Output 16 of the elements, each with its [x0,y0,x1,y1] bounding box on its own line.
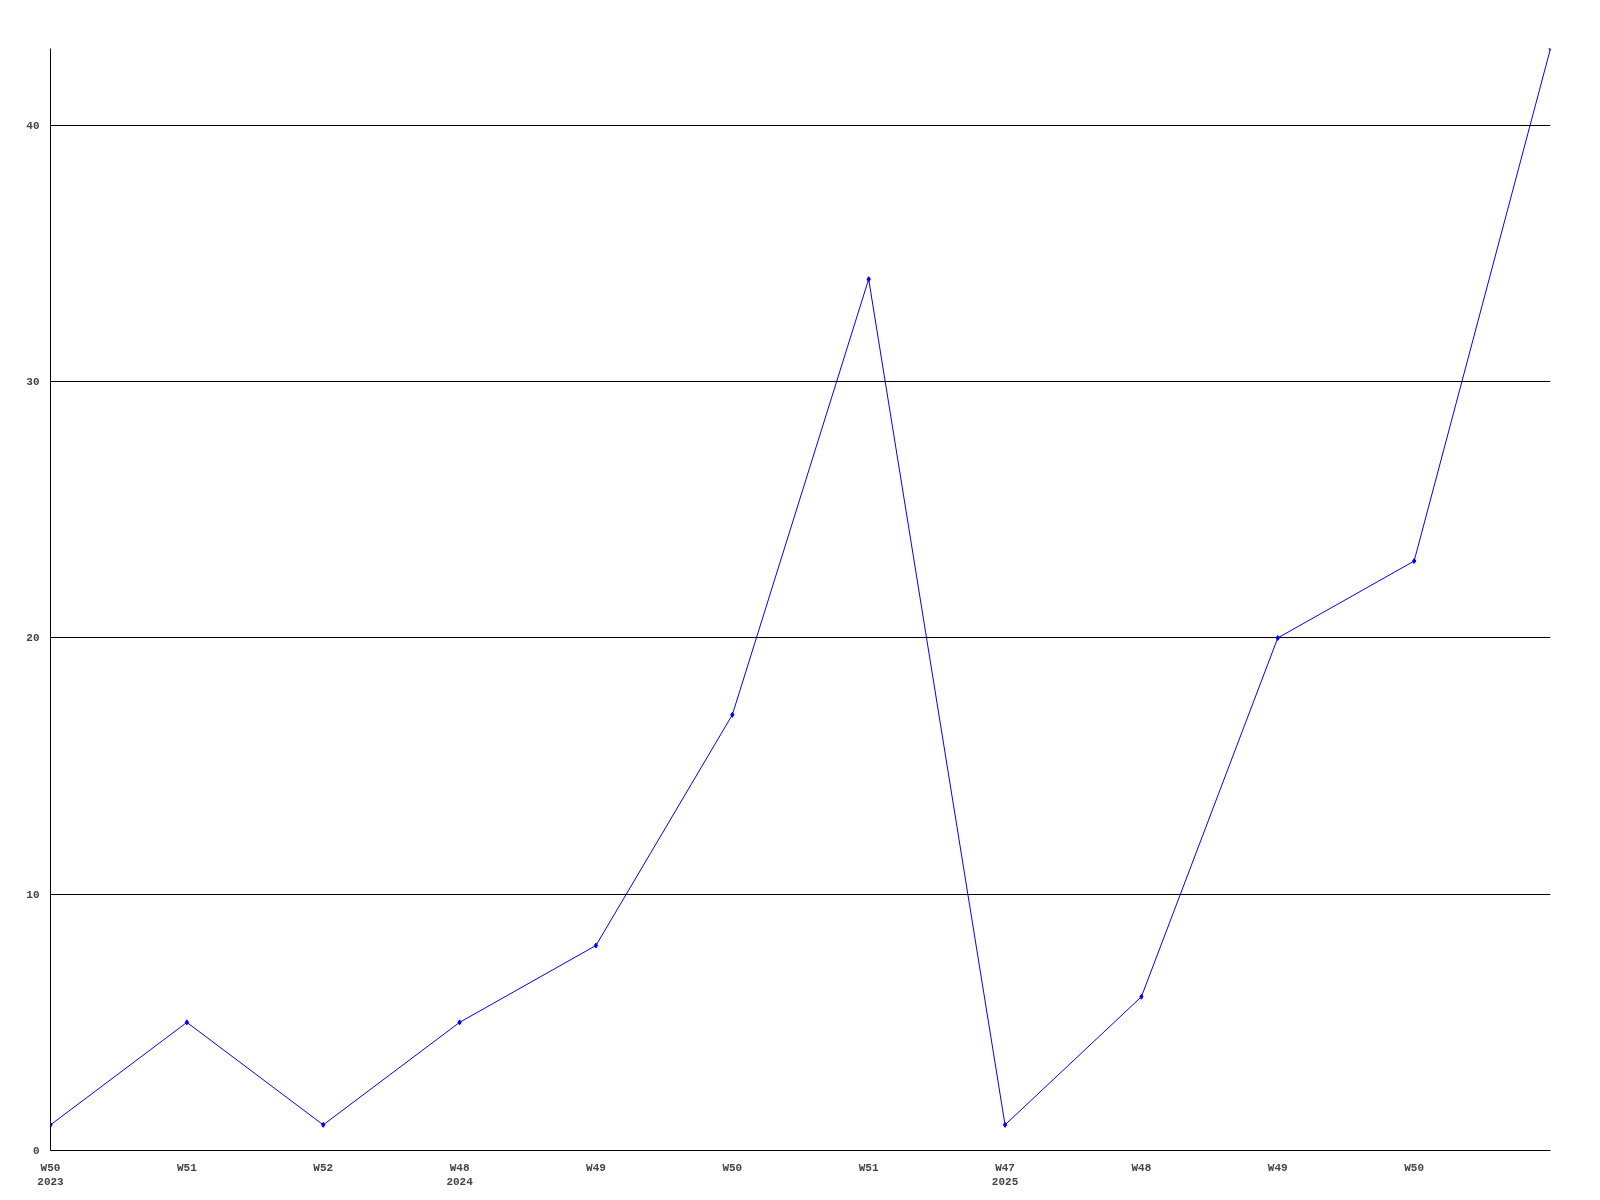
x-tick-label: W50 [722,1161,743,1174]
x-tick-label: W51 [176,1161,198,1174]
y-tick-label: 30 [26,376,40,389]
x-tick-label: W49 [1267,1161,1288,1174]
x-tick-label: W48 [1131,1161,1152,1174]
y-tick-label: 40 [26,119,40,132]
x-tick-label: W51 [858,1161,879,1174]
x-tick-label: W47 2025 [991,1161,1019,1188]
x-tick-label: W48 2024 [446,1161,474,1188]
y-tick-label: 0 [32,1145,40,1157]
x-tick-label: W50 2023 [37,1161,65,1188]
x-tick-label: W50 [1404,1161,1425,1174]
y-tick-label: 20 [26,632,40,645]
y-tick-label: 10 [26,888,40,901]
x-tick-label: W49 [586,1161,606,1174]
x-tick-label: W52 [313,1161,334,1174]
